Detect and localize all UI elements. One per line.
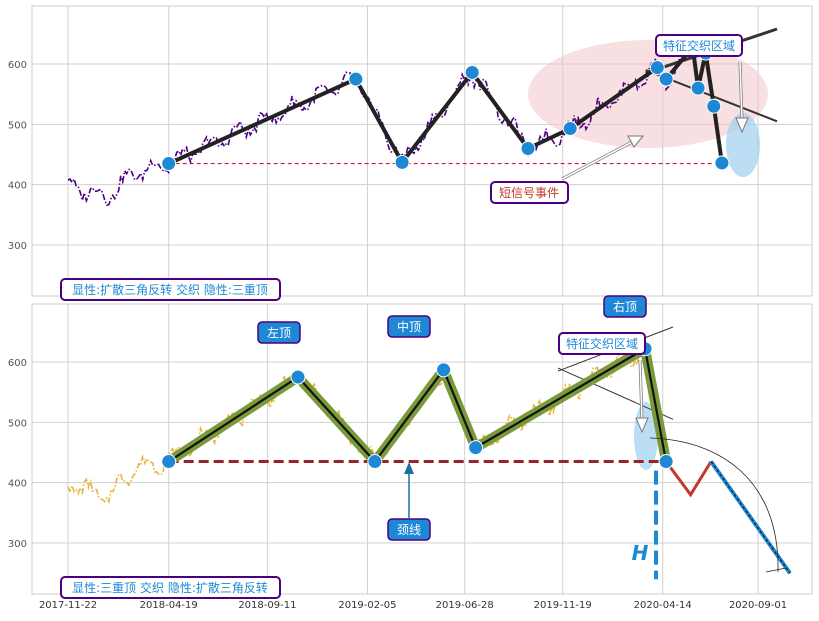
top-pattern-point bbox=[706, 98, 722, 114]
bottom-target-tick bbox=[765, 567, 787, 573]
x-tick-label: 2017-11-22 bbox=[39, 600, 97, 611]
bottom-pattern-label: 显性:三重顶 交织 隐性:扩散三角反转 bbox=[72, 580, 268, 595]
x-tick-label: 2019-11-19 bbox=[534, 600, 592, 611]
right-top-label-box: 右顶 bbox=[603, 295, 647, 318]
bottom-pattern-label-box: 显性:三重顶 交织 隐性:扩散三角反转 bbox=[60, 576, 281, 599]
top-pattern-label: 显性:扩散三角反转 交织 隐性:三重顶 bbox=[72, 282, 268, 297]
bottom-projection-pullback bbox=[664, 460, 713, 498]
bottom-y-tick-label: 600 bbox=[8, 358, 27, 369]
top-pattern-point bbox=[520, 140, 536, 156]
bottom-pattern-point bbox=[436, 362, 452, 378]
left-top-label-box: 左顶 bbox=[257, 321, 301, 344]
bottom-target-arc bbox=[649, 437, 779, 573]
x-tick-label: 2018-09-11 bbox=[238, 600, 296, 611]
x-tick-label: 2020-09-01 bbox=[729, 600, 787, 611]
top-pattern-point bbox=[562, 121, 578, 137]
x-tick-labels: 2017-11-22 2018-04-19 2018-09-11 2019-02-05… bbox=[39, 600, 787, 611]
top-zone-arrow-inner bbox=[739, 61, 743, 121]
top-y-tick-label: 500 bbox=[8, 120, 27, 131]
x-tick-label: 2019-02-05 bbox=[338, 600, 396, 611]
bottom-pattern-point bbox=[290, 369, 306, 385]
top-pattern-point bbox=[658, 71, 674, 87]
top-pattern-point bbox=[690, 80, 706, 96]
x-tick-label: 2019-06-28 bbox=[436, 600, 494, 611]
bottom-zone-arrow-inner bbox=[639, 359, 643, 421]
bottom-y-tick-label: 400 bbox=[8, 479, 27, 490]
bottom-projection-decline-core bbox=[710, 461, 791, 574]
top-pattern-point bbox=[348, 71, 364, 87]
bottom-zone-label: 特征交织区域 bbox=[566, 336, 638, 351]
short-signal-arrow-inner bbox=[561, 140, 635, 180]
middle-top-label: 中顶 bbox=[397, 319, 421, 334]
right-top-label: 右顶 bbox=[613, 299, 637, 314]
top-breakout-highlight bbox=[726, 113, 760, 177]
short-signal-label: 短信号事件 bbox=[499, 186, 559, 200]
bottom-y-tick-label: 300 bbox=[8, 539, 27, 550]
top-pattern-point bbox=[714, 155, 730, 171]
top-y-tick-label: 600 bbox=[8, 60, 27, 71]
bottom-y-tick-label: 500 bbox=[8, 418, 27, 429]
bottom-pattern-point bbox=[468, 440, 484, 456]
bottom-pattern-point bbox=[367, 454, 383, 470]
short-signal-label-box: 短信号事件 bbox=[490, 181, 569, 204]
top-pattern-point bbox=[394, 154, 410, 170]
top-pattern-point bbox=[161, 156, 177, 172]
short-signal-arrow-head bbox=[627, 135, 645, 148]
neck-label: 颈线 bbox=[397, 523, 421, 537]
top-pattern-point bbox=[649, 60, 665, 76]
top-zone-label-box: 特征交织区域 bbox=[655, 34, 743, 57]
top-y-tick-label: 400 bbox=[8, 181, 27, 192]
bottom-y-tick-labels: 300 400 500 600 bbox=[8, 358, 27, 550]
neck-label-box: 颈线 bbox=[387, 518, 431, 541]
top-pattern-point bbox=[464, 64, 480, 80]
top-plot-area bbox=[67, 27, 778, 207]
bottom-zone-label-box: 特征交织区域 bbox=[558, 332, 646, 355]
bottom-projection bbox=[649, 437, 792, 580]
left-top-label: 左顶 bbox=[267, 325, 291, 340]
top-pattern-label-box: 显性:扩散三角反转 交织 隐性:三重顶 bbox=[60, 278, 281, 301]
bottom-arrows bbox=[404, 359, 649, 518]
bottom-plot-frame bbox=[31, 303, 813, 595]
top-grid bbox=[32, 6, 812, 296]
top-zone-label: 特征交织区域 bbox=[663, 38, 735, 53]
x-tick-label: 2018-04-19 bbox=[140, 600, 198, 611]
top-y-tick-labels: 300 400 500 600 bbox=[8, 60, 27, 252]
x-tick-label: 2020-04-14 bbox=[634, 600, 692, 611]
bottom-zone-arrow-head bbox=[635, 417, 649, 434]
height-label: H bbox=[632, 541, 649, 565]
neck-arrow-head bbox=[404, 462, 414, 474]
top-y-tick-label: 300 bbox=[8, 241, 27, 252]
top-arrows bbox=[561, 61, 749, 181]
middle-top-label-box: 中顶 bbox=[387, 315, 431, 338]
bottom-pattern-point bbox=[161, 454, 177, 470]
bottom-pattern-point bbox=[658, 454, 674, 470]
top-zone-arrow-head bbox=[735, 117, 749, 134]
